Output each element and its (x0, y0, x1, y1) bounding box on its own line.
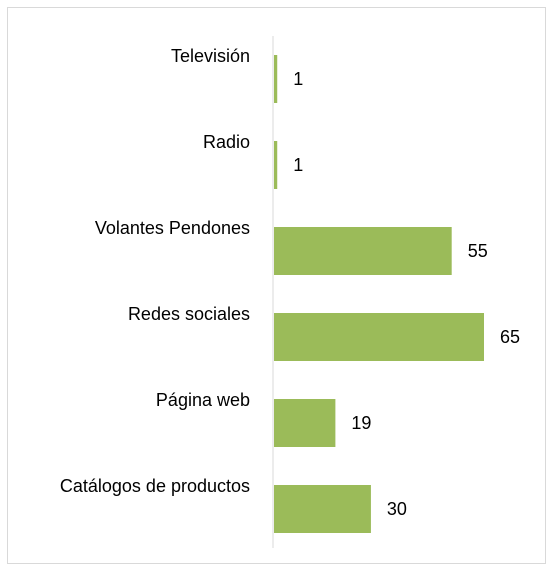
category-label: Página web (156, 390, 250, 410)
category-label: Catálogos de productos (60, 476, 250, 496)
value-label: 55 (468, 241, 488, 261)
value-label: 1 (293, 155, 303, 175)
bar (274, 55, 278, 103)
bar (274, 227, 452, 275)
category-label: Redes sociales (128, 304, 250, 324)
category-label: Radio (203, 132, 250, 152)
bar (274, 399, 336, 447)
value-label: 1 (293, 69, 303, 89)
category-label: Volantes Pendones (95, 218, 250, 238)
bar (274, 141, 278, 189)
value-label: 30 (387, 499, 407, 519)
bar (274, 313, 484, 361)
value-label: 19 (351, 413, 371, 433)
category-label: Televisión (171, 46, 250, 66)
value-label: 65 (500, 327, 520, 347)
bar (274, 485, 371, 533)
